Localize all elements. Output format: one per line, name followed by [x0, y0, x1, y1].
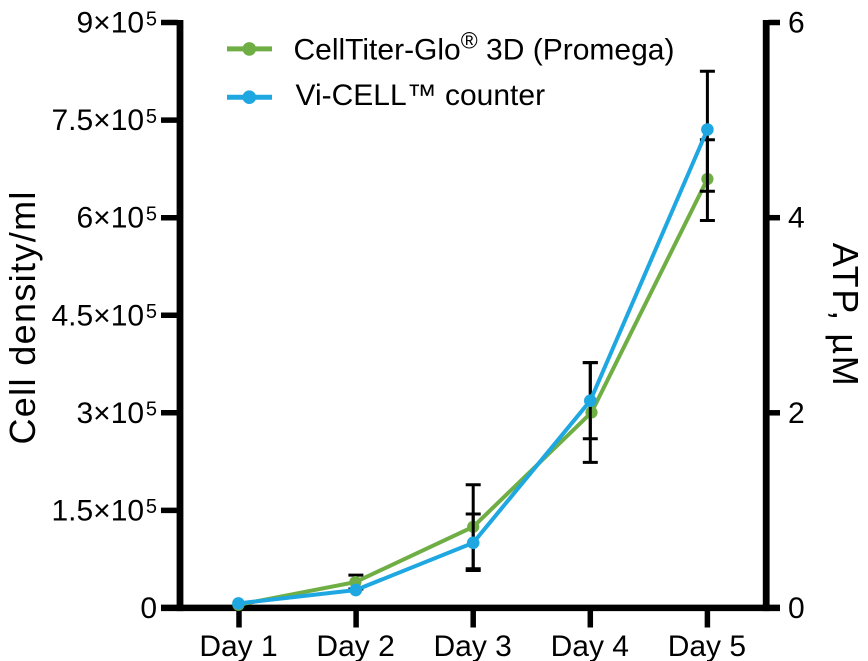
svg-text:Day 3: Day 3: [434, 630, 512, 661]
svg-text:Day 2: Day 2: [316, 630, 394, 661]
svg-text:6×105: 6×105: [76, 202, 157, 235]
svg-text:CellTiter-Glo® 3D (Promega): CellTiter-Glo® 3D (Promega): [294, 28, 675, 67]
svg-text:0: 0: [140, 592, 157, 625]
svg-text:2: 2: [788, 397, 805, 430]
svg-text:Vi-CELL™ counter: Vi-CELL™ counter: [296, 79, 546, 112]
svg-text:1.5×105: 1.5×105: [51, 494, 157, 527]
svg-text:4: 4: [788, 202, 805, 235]
svg-text:7.5×105: 7.5×105: [51, 104, 157, 137]
svg-text:6: 6: [788, 7, 805, 40]
svg-text:0: 0: [788, 592, 805, 625]
svg-text:4.5×105: 4.5×105: [51, 299, 157, 332]
svg-text:9×105: 9×105: [76, 7, 157, 40]
svg-text:Day 4: Day 4: [551, 630, 629, 661]
svg-text:3×105: 3×105: [76, 397, 157, 430]
svg-text:Day 1: Day 1: [199, 630, 277, 661]
svg-text:Cell density/ml: Cell density/ml: [2, 190, 43, 444]
svg-text:ATP, µM: ATP, µM: [825, 243, 866, 388]
svg-text:Day 5: Day 5: [668, 630, 746, 661]
